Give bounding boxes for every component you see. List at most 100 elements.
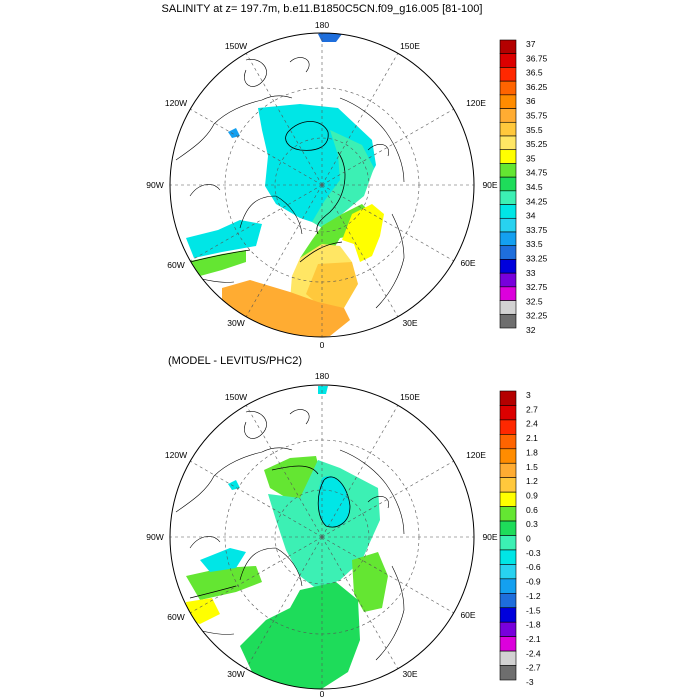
bottom-graticule: [170, 385, 474, 689]
colorbar-box: [499, 636, 517, 652]
colorbar-label: 37: [526, 39, 536, 49]
bottom-coastline-1: [175, 447, 405, 661]
colorbar-box: [499, 621, 517, 637]
top-lon-label: 0: [320, 340, 325, 350]
colorbar-box: [499, 67, 517, 82]
colorbar-label: 2.1: [526, 433, 538, 443]
colorbar-label: 33.75: [526, 225, 548, 235]
top-colorbar: 37 36.75 36.5 36.25 36 35.75 35.5 35.25 35 34.75 3…: [499, 39, 548, 335]
top-field-blue-pole: [318, 33, 342, 42]
top-lon-label: 120E: [466, 98, 486, 108]
colorbar-box: [499, 491, 517, 507]
colorbar-box: [499, 300, 517, 315]
top-coastline-1: [175, 95, 405, 309]
colorbar-box: [499, 190, 517, 205]
colorbar-label: 34.75: [526, 168, 548, 178]
colorbar-box: [499, 665, 517, 681]
colorbar-box: [499, 135, 517, 151]
colorbar-box: [499, 286, 517, 301]
bottom-coastline-2: [189, 409, 389, 549]
colorbar-box: [499, 549, 517, 565]
top-field-cyan-west: [186, 220, 262, 258]
colorbar-box: [499, 578, 517, 594]
colorbar-label: 33.25: [526, 254, 548, 264]
colorbar-box: [499, 448, 517, 464]
colorbar-box: [499, 163, 517, 178]
colorbar-box: [499, 231, 517, 247]
bottom-lon-label: 90W: [146, 532, 163, 542]
colorbar-label: 0.3: [526, 519, 538, 529]
colorbar-label: 36.75: [526, 53, 548, 63]
colorbar-box: [499, 121, 517, 137]
bottom-lon-label: 120E: [466, 450, 486, 460]
bottom-contour-3: [189, 585, 237, 599]
top-lon-label: 90E: [482, 180, 497, 190]
colorbar-label: 3: [526, 390, 531, 400]
colorbar-box: [499, 419, 517, 435]
top-title: SALINITY at z= 197.7m, b.e11.B1850C5CN.f…: [162, 3, 483, 15]
colorbar-box: [499, 217, 517, 233]
top-lon-label: 90W: [146, 180, 163, 190]
colorbar-label: 2.7: [526, 404, 538, 414]
colorbar-label: 0.9: [526, 490, 538, 500]
colorbar-label: 1.5: [526, 462, 538, 472]
bottom-lon-label: 30W: [227, 669, 244, 679]
bottom-lon-label: 150W: [225, 392, 247, 402]
colorbar-box: [499, 462, 517, 478]
top-lon-label: 150E: [400, 41, 420, 51]
colorbar-box: [499, 405, 517, 421]
top-graticule: [170, 33, 474, 337]
top-field-blue-west: [228, 128, 240, 138]
colorbar-box: [499, 520, 517, 536]
top-map-border: [169, 32, 475, 338]
colorbar-box: [499, 535, 517, 551]
colorbar-box: [499, 259, 517, 274]
colorbar-label: 34.25: [526, 196, 548, 206]
colorbar-box: [499, 204, 517, 219]
colorbar-label: 32: [526, 325, 536, 335]
colorbar-label: 0: [526, 534, 531, 544]
colorbar-label: 36: [526, 96, 536, 106]
colorbar-label: 32.75: [526, 282, 548, 292]
colorbar-label: -3: [526, 677, 534, 687]
colorbar-box: [499, 176, 517, 192]
colorbar-label: -0.3: [526, 548, 541, 558]
top-field-green-west: [186, 250, 246, 276]
colorbar-label: -1.2: [526, 591, 541, 601]
bottom-field-cyan-nw: [228, 480, 240, 490]
colorbar-box: [499, 94, 517, 109]
colorbar-label: 1.2: [526, 476, 538, 486]
bottom-map: [170, 385, 474, 689]
colorbar-label: 0.6: [526, 505, 538, 515]
colorbar-box: [499, 80, 517, 96]
colorbar-box: [499, 434, 517, 450]
top-map: [170, 33, 474, 337]
bottom-field-teal: [268, 460, 380, 590]
colorbar-box: [499, 592, 517, 609]
colorbar-box: [499, 477, 517, 493]
bottom-field-green-west: [186, 566, 262, 600]
colorbar-box: [499, 245, 517, 260]
bottom-lon-label: 30E: [402, 669, 417, 679]
colorbar-label: -2.1: [526, 634, 541, 644]
colorbar-label: 33: [526, 268, 536, 278]
colorbar-box: [499, 39, 517, 55]
top-lon-labels: 180 150E 120E 90E 60E 30E 0 30W 60W 90W …: [146, 20, 498, 350]
colorbar-box: [499, 149, 517, 164]
bottom-lon-label: 0: [320, 689, 325, 699]
top-lon-label: 60E: [460, 258, 475, 268]
bottom-title: (MODEL - LEVITUS/PHC2): [168, 355, 302, 367]
top-contour-3: [189, 249, 251, 263]
colorbar-label: 1.8: [526, 447, 538, 457]
colorbar-label: -2.4: [526, 648, 541, 658]
colorbar-label: 32.5: [526, 296, 543, 306]
top-lon-label: 150W: [225, 41, 247, 51]
colorbar-label: 35.75: [526, 111, 548, 121]
colorbar-label: -1.5: [526, 605, 541, 615]
bottom-field-cyan-pole: [318, 386, 328, 394]
colorbar-box: [499, 53, 517, 68]
bottom-contour-1: [317, 476, 351, 528]
colorbar-label: 33.5: [526, 239, 543, 249]
top-field-yellow-east: [342, 204, 384, 262]
